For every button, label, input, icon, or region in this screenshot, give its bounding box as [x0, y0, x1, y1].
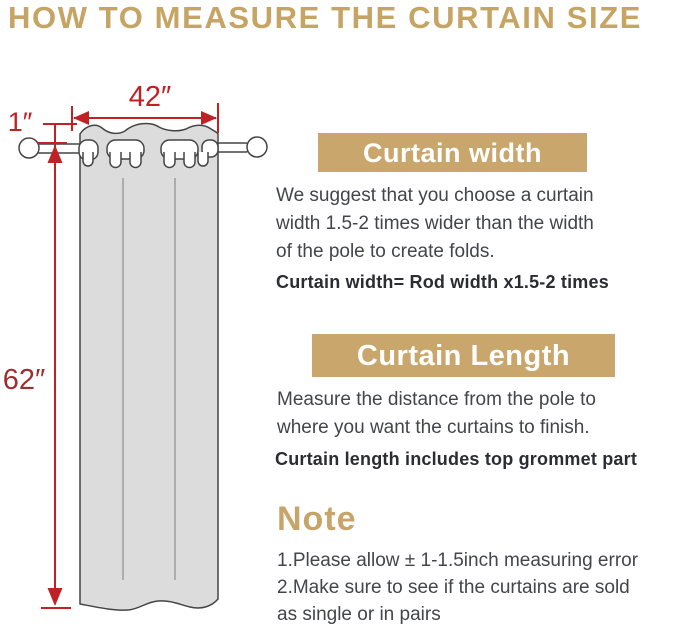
page-title: HOW TO MEASURE THE CURTAIN SIZE — [8, 0, 643, 35]
curtain-width-formula: Curtain width= Rod width x1.5-2 times — [276, 272, 609, 292]
note-item: as single or in pairs — [277, 604, 441, 625]
text-line: of the pole to create folds. — [276, 241, 495, 262]
curtain-width-description: We suggest that you choose a curtain wid… — [276, 182, 594, 266]
length-dimension-label: 62″ — [3, 364, 46, 396]
fold-lines — [122, 178, 176, 580]
text-line: width 1.5-2 times wider than the width — [276, 213, 594, 234]
grommet-holes — [78, 139, 219, 169]
text-line: We suggest that you choose a curtain — [276, 185, 594, 206]
text-line: Measure the distance from the pole to — [277, 389, 596, 410]
curtain-width-heading: Curtain width — [318, 133, 587, 172]
note-list: 1.Please allow ± 1-1.5inch measuring err… — [277, 547, 638, 626]
width-dimension-label: 42″ — [129, 81, 172, 113]
dimension-lines — [37, 103, 219, 609]
curtain-panel — [79, 122, 219, 611]
note-item: 2.Make sure to see if the curtains are s… — [277, 577, 630, 598]
text-line: where you want the curtains to finish. — [277, 417, 590, 438]
curtain-length-heading: Curtain Length — [312, 334, 615, 377]
note-item: 1.Please allow ± 1-1.5inch measuring err… — [277, 550, 639, 571]
curtain-diagram: 42″ 1″ 62″ — [3, 81, 268, 611]
grommet-dimension-label: 1″ — [8, 107, 33, 137]
curtain-length-description: Measure the distance from the pole to wh… — [277, 386, 596, 442]
dimension-arrowheads — [47, 111, 217, 606]
curtain-length-formula: Curtain length includes top grommet part — [275, 449, 638, 469]
note-heading: Note — [277, 500, 357, 538]
